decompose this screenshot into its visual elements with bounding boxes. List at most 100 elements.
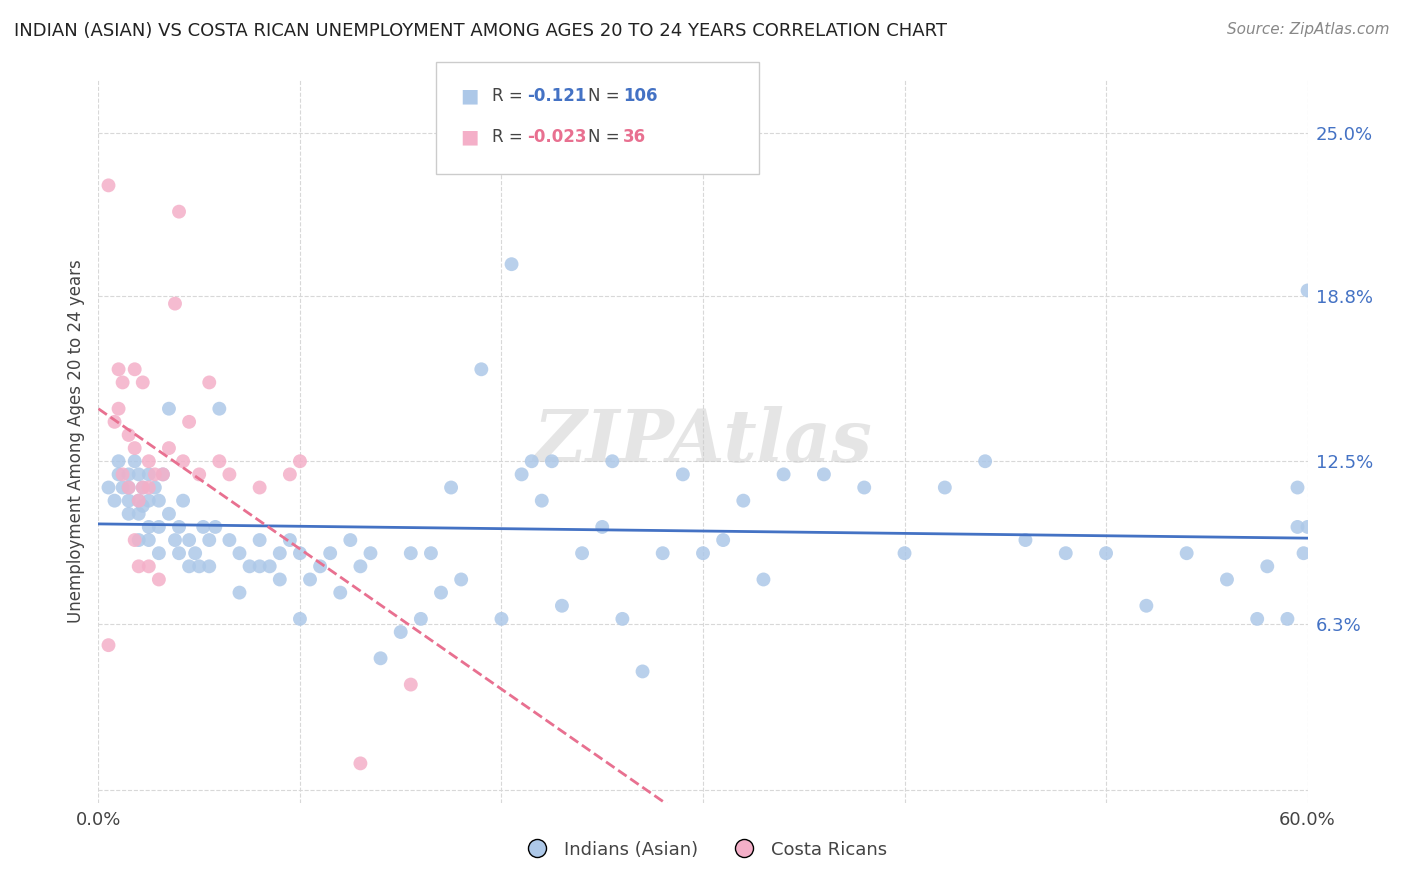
- Text: ZIPAtlas: ZIPAtlas: [534, 406, 872, 477]
- Point: [138, 533, 160, 547]
- Point: [1292, 546, 1315, 560]
- Point: [278, 467, 301, 482]
- Point: [138, 481, 160, 495]
- Point: [893, 546, 915, 560]
- Point: [111, 467, 134, 482]
- Y-axis label: Unemployment Among Ages 20 to 24 years: Unemployment Among Ages 20 to 24 years: [66, 260, 84, 624]
- Point: [228, 585, 250, 599]
- Point: [409, 612, 432, 626]
- Point: [132, 499, 155, 513]
- Point: [813, 467, 835, 482]
- Point: [118, 428, 141, 442]
- Point: [1286, 520, 1309, 534]
- Point: [118, 493, 141, 508]
- Point: [1296, 284, 1319, 298]
- Point: [157, 401, 180, 416]
- Point: [138, 520, 160, 534]
- Point: [128, 493, 150, 508]
- Text: 106: 106: [623, 87, 658, 104]
- Point: [612, 612, 634, 626]
- Point: [138, 559, 160, 574]
- Point: [692, 546, 714, 560]
- Point: [591, 520, 613, 534]
- Text: -0.121: -0.121: [527, 87, 586, 104]
- Point: [167, 204, 190, 219]
- Point: [124, 362, 146, 376]
- Text: ■: ■: [460, 87, 478, 105]
- Text: N =: N =: [588, 128, 624, 145]
- Point: [239, 559, 262, 574]
- Point: [520, 454, 543, 468]
- Point: [218, 467, 240, 482]
- Point: [152, 467, 174, 482]
- Point: [118, 507, 141, 521]
- Point: [278, 533, 301, 547]
- Text: N =: N =: [588, 87, 624, 104]
- Point: [259, 559, 281, 574]
- Point: [138, 493, 160, 508]
- Point: [1277, 612, 1299, 626]
- Point: [1014, 533, 1036, 547]
- Point: [249, 533, 271, 547]
- Point: [249, 481, 271, 495]
- Point: [148, 520, 170, 534]
- Point: [124, 454, 146, 468]
- Point: [218, 533, 240, 547]
- Point: [370, 651, 392, 665]
- Point: [163, 296, 186, 310]
- Point: [167, 546, 190, 560]
- Point: [752, 573, 775, 587]
- Point: [157, 507, 180, 521]
- Point: [530, 493, 553, 508]
- Point: [269, 546, 291, 560]
- Point: [163, 533, 186, 547]
- Point: [772, 467, 794, 482]
- Point: [651, 546, 673, 560]
- Point: [188, 559, 211, 574]
- Point: [204, 520, 226, 534]
- Point: [470, 362, 492, 376]
- Point: [269, 573, 291, 587]
- Point: [103, 493, 125, 508]
- Point: [1095, 546, 1118, 560]
- Point: [198, 376, 221, 390]
- Point: [631, 665, 654, 679]
- Point: [711, 533, 734, 547]
- Point: [399, 546, 422, 560]
- Point: [118, 481, 141, 495]
- Point: [672, 467, 695, 482]
- Point: [111, 376, 134, 390]
- Point: [602, 454, 624, 468]
- Point: [208, 454, 231, 468]
- Point: [349, 756, 371, 771]
- Point: [138, 467, 160, 482]
- Point: [179, 559, 201, 574]
- Point: [1286, 481, 1309, 495]
- Text: ■: ■: [460, 128, 478, 146]
- Point: [179, 415, 201, 429]
- Point: [389, 625, 412, 640]
- Point: [97, 638, 120, 652]
- Point: [111, 481, 134, 495]
- Point: [128, 533, 150, 547]
- Point: [118, 481, 141, 495]
- Point: [132, 481, 155, 495]
- Point: [148, 493, 170, 508]
- Text: R =: R =: [492, 87, 529, 104]
- Point: [143, 481, 166, 495]
- Point: [349, 559, 371, 574]
- Point: [1256, 559, 1278, 574]
- Point: [934, 481, 956, 495]
- Point: [360, 546, 382, 560]
- Point: [288, 546, 311, 560]
- Point: [974, 454, 997, 468]
- Point: [157, 441, 180, 455]
- Point: [132, 481, 155, 495]
- Text: R =: R =: [492, 128, 529, 145]
- Text: -0.023: -0.023: [527, 128, 586, 145]
- Point: [107, 401, 129, 416]
- Point: [148, 573, 170, 587]
- Point: [107, 454, 129, 468]
- Point: [179, 533, 201, 547]
- Text: Source: ZipAtlas.com: Source: ZipAtlas.com: [1226, 22, 1389, 37]
